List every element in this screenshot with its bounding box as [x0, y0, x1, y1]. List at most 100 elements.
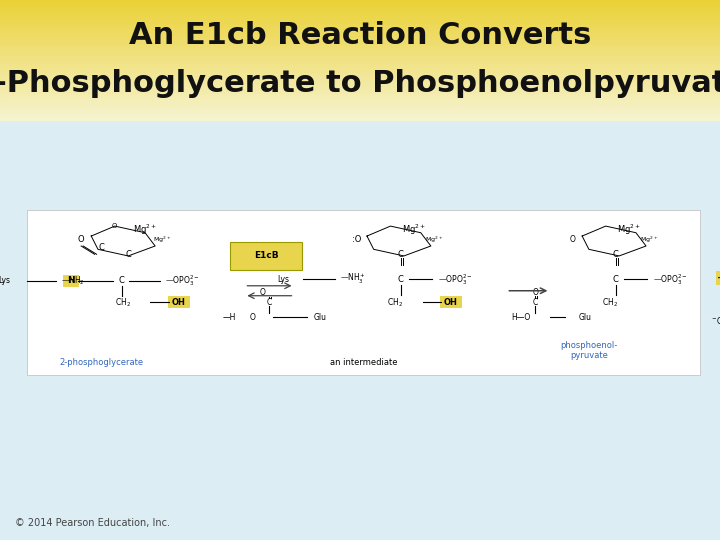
Bar: [0, 90, 720, 91]
Bar: [0, 35, 720, 36]
Bar: [0, 30, 720, 31]
Bar: [0, 97, 720, 99]
Text: O: O: [569, 235, 575, 244]
Bar: [0, 37, 720, 39]
Text: + H$_2$O: + H$_2$O: [716, 272, 720, 285]
Text: Mg$^{2+}$: Mg$^{2+}$: [133, 222, 157, 237]
Bar: [0, 58, 720, 60]
Text: —NH$_3^+$: —NH$_3^+$: [340, 272, 366, 286]
Text: —OPO$_3^{2-}$: —OPO$_3^{2-}$: [438, 272, 472, 287]
Bar: [0, 77, 720, 78]
Bar: [0, 43, 720, 45]
Text: phosphoenol-
pyruvate: phosphoenol- pyruvate: [560, 341, 618, 360]
Bar: [0, 87, 720, 89]
Bar: [0, 102, 720, 103]
Bar: [0, 99, 720, 100]
Bar: [0, 2, 720, 3]
Bar: [0, 83, 720, 84]
Bar: [0, 60, 720, 62]
FancyBboxPatch shape: [168, 296, 189, 308]
Bar: [0, 31, 720, 33]
Text: E1cB: E1cB: [253, 252, 279, 260]
Bar: [0, 111, 720, 112]
Bar: [0, 40, 720, 42]
Bar: [0, 106, 720, 108]
Bar: [0, 4, 720, 6]
Bar: [0, 105, 720, 106]
Bar: [0, 70, 720, 72]
Bar: [0, 93, 720, 94]
Text: C: C: [267, 298, 272, 307]
Text: C: C: [613, 275, 618, 284]
Text: —H: —H: [222, 313, 236, 322]
Bar: [27, 210, 700, 375]
Bar: [0, 0, 720, 2]
Bar: [0, 84, 720, 85]
Bar: [0, 91, 720, 93]
Bar: [0, 69, 720, 70]
Bar: [0, 8, 720, 9]
Bar: [0, 50, 720, 51]
Text: C: C: [397, 275, 403, 284]
Text: 2-Phosphoglycerate to Phosphoenolpyruvate: 2-Phosphoglycerate to Phosphoenolpyruvat…: [0, 70, 720, 98]
Bar: [0, 62, 720, 63]
Bar: [0, 24, 720, 25]
Text: © 2014 Pearson Education, Inc.: © 2014 Pearson Education, Inc.: [15, 518, 170, 528]
Bar: [0, 100, 720, 102]
Bar: [0, 33, 720, 35]
Text: O: O: [532, 288, 538, 297]
Bar: [0, 46, 720, 48]
Bar: [0, 19, 720, 21]
Text: —NH$_2$: —NH$_2$: [61, 274, 85, 287]
Text: C: C: [99, 243, 104, 252]
Bar: [0, 9, 720, 10]
Bar: [0, 45, 720, 46]
Bar: [0, 54, 720, 56]
Bar: [0, 64, 720, 66]
Bar: [0, 23, 720, 24]
Text: Lys: Lys: [0, 276, 10, 285]
Text: OH: OH: [444, 298, 458, 307]
Bar: [0, 96, 720, 97]
Bar: [0, 17, 720, 18]
Text: C: C: [125, 250, 131, 259]
Bar: [0, 18, 720, 19]
Text: Glu: Glu: [313, 313, 326, 322]
FancyBboxPatch shape: [716, 271, 720, 285]
Bar: [0, 48, 720, 50]
Text: CH$_2$: CH$_2$: [114, 296, 131, 308]
Bar: [0, 10, 720, 12]
Bar: [0, 42, 720, 43]
Bar: [0, 81, 720, 83]
Bar: [0, 56, 720, 57]
Text: H: H: [67, 276, 75, 285]
Bar: [0, 63, 720, 64]
FancyBboxPatch shape: [63, 275, 79, 287]
Bar: [0, 51, 720, 52]
Bar: [0, 21, 720, 23]
Bar: [0, 118, 720, 120]
Bar: [0, 116, 720, 117]
Text: —OPO$_3^{2-}$: —OPO$_3^{2-}$: [653, 272, 688, 287]
Bar: [0, 103, 720, 105]
Text: —OPO$_3^{2-}$: —OPO$_3^{2-}$: [165, 273, 200, 288]
Bar: [0, 57, 720, 58]
Text: an intermediate: an intermediate: [330, 357, 397, 367]
Bar: [0, 52, 720, 54]
Text: C: C: [119, 276, 125, 285]
Bar: [0, 110, 720, 111]
Bar: [0, 89, 720, 90]
Text: Mg$^{2+}$: Mg$^{2+}$: [153, 234, 171, 245]
Bar: [0, 36, 720, 37]
Bar: [0, 75, 720, 77]
FancyBboxPatch shape: [230, 242, 302, 269]
Text: C: C: [533, 298, 538, 307]
Bar: [0, 66, 720, 68]
Text: $^-$O: $^-$O: [710, 315, 720, 326]
Text: C: C: [397, 250, 403, 259]
Text: O: O: [260, 288, 266, 297]
Text: Mg$^{2+}$: Mg$^{2+}$: [640, 234, 659, 245]
Bar: [0, 114, 720, 116]
Text: :O: :O: [352, 235, 361, 244]
Bar: [0, 79, 720, 81]
